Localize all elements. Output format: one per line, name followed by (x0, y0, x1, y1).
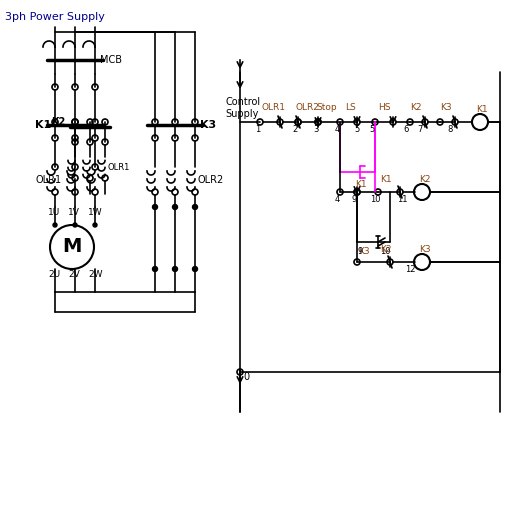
Text: K1: K1 (355, 180, 367, 189)
Circle shape (193, 204, 198, 209)
Text: 4: 4 (334, 125, 339, 134)
Text: 1W: 1W (88, 208, 102, 217)
Text: HS: HS (378, 103, 391, 112)
Text: OLR1: OLR1 (35, 175, 61, 185)
Text: Stop: Stop (316, 103, 336, 112)
Text: K1: K1 (476, 105, 487, 114)
Text: K3: K3 (200, 120, 216, 130)
Text: OLR2: OLR2 (295, 103, 319, 112)
Text: 0: 0 (243, 372, 249, 382)
Circle shape (93, 223, 97, 227)
Text: 2V: 2V (68, 270, 80, 279)
Text: 7: 7 (417, 125, 423, 134)
Text: K3: K3 (358, 247, 370, 256)
Text: K3: K3 (419, 245, 431, 254)
Text: K1: K1 (35, 120, 51, 130)
Text: 4: 4 (334, 195, 339, 204)
Text: K2: K2 (410, 103, 421, 112)
Text: K2: K2 (380, 245, 392, 254)
Circle shape (73, 223, 77, 227)
Text: Control
Supply: Control Supply (225, 97, 260, 119)
Text: 1V: 1V (68, 208, 80, 217)
Text: K3: K3 (440, 103, 452, 112)
Text: OLR2: OLR2 (198, 175, 224, 185)
Text: 2U: 2U (48, 270, 60, 279)
Text: 12: 12 (405, 265, 415, 274)
Circle shape (173, 204, 178, 209)
Text: OLR1: OLR1 (262, 103, 286, 112)
Circle shape (193, 267, 198, 271)
Text: 10: 10 (380, 247, 390, 256)
Text: 1: 1 (255, 125, 261, 134)
Text: 9: 9 (357, 247, 362, 256)
Text: 8: 8 (447, 125, 453, 134)
Text: 2W: 2W (88, 270, 102, 279)
Text: 6: 6 (403, 125, 409, 134)
Circle shape (153, 267, 158, 271)
Text: 10: 10 (370, 195, 380, 204)
Text: MCB: MCB (100, 55, 122, 65)
Text: 5: 5 (354, 125, 359, 134)
Text: K2: K2 (419, 175, 431, 184)
Circle shape (173, 267, 178, 271)
Text: 2: 2 (292, 125, 297, 134)
Circle shape (153, 204, 158, 209)
Text: K1: K1 (380, 175, 392, 184)
Circle shape (53, 223, 57, 227)
Text: M: M (62, 238, 82, 257)
Text: 11: 11 (397, 195, 407, 204)
Text: 9: 9 (351, 195, 357, 204)
Text: LS: LS (345, 103, 356, 112)
Text: 3: 3 (313, 125, 318, 134)
Text: 3ph Power Supply: 3ph Power Supply (5, 12, 105, 22)
Text: K2: K2 (51, 117, 65, 127)
Text: 1U: 1U (48, 208, 60, 217)
Text: 5: 5 (369, 125, 375, 134)
Text: OLR1: OLR1 (108, 163, 131, 173)
